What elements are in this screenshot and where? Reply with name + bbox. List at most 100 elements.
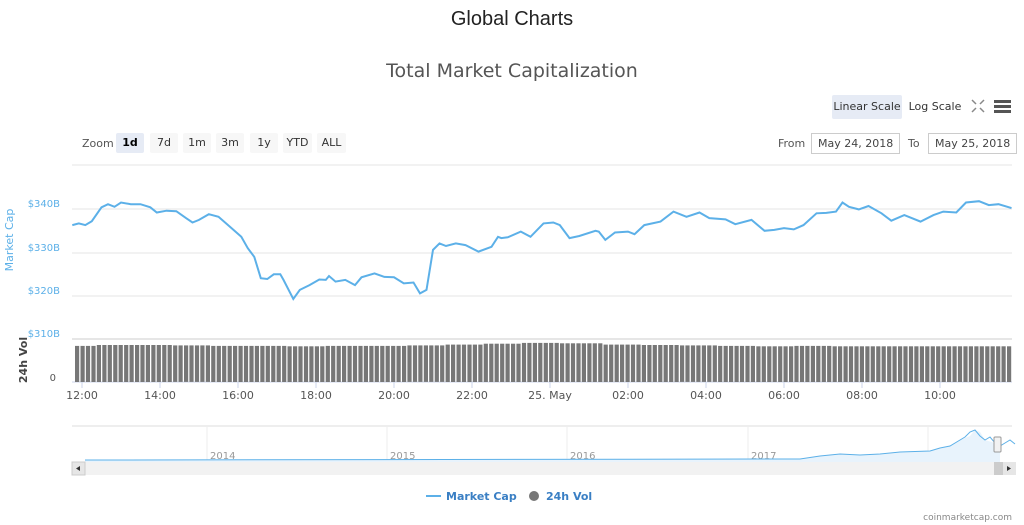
volume-bar: [799, 345, 805, 382]
scrollbar-track[interactable]: [72, 462, 1012, 475]
fullscreen-icon[interactable]: [970, 98, 986, 114]
volume-bar: [696, 345, 701, 382]
volume-bar: [156, 345, 161, 382]
credit-link[interactable]: coinmarketcap.com: [923, 513, 1012, 523]
volume-bar: [587, 343, 592, 382]
zoom-all-button[interactable]: ALL: [317, 133, 346, 153]
volume-bar: [320, 346, 325, 382]
volume-bar: [478, 344, 483, 382]
navigator[interactable]: 2014 2015 2016 2017 2018: [71, 425, 1016, 476]
volume-bar: [194, 345, 200, 382]
volume-bar: [990, 346, 995, 382]
volume-bar: [227, 345, 232, 382]
volume-bar: [260, 345, 265, 382]
volume-bar: [173, 345, 178, 382]
volume-bar: [663, 345, 668, 382]
zoom-7d-button[interactable]: 7d: [150, 133, 178, 153]
linear-scale-button[interactable]: Linear Scale: [832, 95, 902, 119]
volume-bar: [358, 345, 363, 382]
volume-bar: [887, 346, 892, 382]
legend-label: Market Cap: [446, 490, 517, 503]
zoom-1m-button[interactable]: 1m: [183, 133, 211, 153]
volume-bar: [625, 344, 630, 382]
volume-bar: [957, 346, 963, 382]
volume-bar: [135, 345, 140, 382]
volume-bar: [985, 346, 990, 382]
legend-circle-icon: [529, 491, 539, 501]
zoom-1d-button[interactable]: 1d: [116, 133, 144, 153]
volume-bar: [331, 345, 336, 382]
volume-bar: [718, 345, 723, 382]
vol-axis-title: 24h Vol: [17, 337, 30, 383]
arrow-left-icon: [76, 466, 80, 471]
volume-bar: [941, 346, 946, 382]
x-tick-label: 02:00: [612, 389, 644, 402]
volume-bar: [636, 344, 641, 382]
volume-bar: [876, 346, 881, 382]
volume-bar: [581, 343, 586, 382]
volume-bar: [489, 343, 494, 382]
volume-bar: [821, 345, 826, 382]
volume-bar: [827, 345, 832, 382]
navigator-tick: 2017: [751, 451, 776, 462]
volume-bar: [124, 345, 129, 382]
volume-bar: [707, 345, 712, 382]
volume-bar: [145, 345, 150, 382]
zoom-1y-button[interactable]: 1y: [250, 133, 278, 153]
volume-bar: [162, 345, 167, 382]
from-date-input[interactable]: May 24, 2018: [811, 133, 901, 154]
volume-bar: [936, 346, 941, 382]
volume-bar: [914, 346, 919, 382]
volume-bar: [222, 345, 227, 382]
volume-bar: [271, 345, 276, 382]
volume-bar: [968, 346, 973, 382]
x-tick-label: 22:00: [456, 389, 488, 402]
volume-bar: [347, 345, 352, 382]
volume-bar: [254, 345, 259, 382]
volume-bar: [102, 345, 107, 382]
volume-bar: [380, 345, 385, 382]
volume-bar: [652, 345, 657, 382]
volume-bar: [418, 345, 423, 382]
volume-bar: [669, 345, 674, 382]
volume-bar: [363, 345, 368, 382]
volume-bar: [521, 342, 527, 382]
volume-bar: [96, 345, 101, 382]
volume-bar: [745, 345, 750, 382]
x-tick-label: 08:00: [846, 389, 878, 402]
volume-bar: [118, 345, 123, 382]
volume-bar: [979, 346, 984, 382]
volume-bar: [832, 346, 837, 382]
volume-bar: [712, 345, 717, 382]
volume-bar: [576, 343, 581, 382]
volume-bar: [303, 346, 309, 382]
scrollbar-thumb[interactable]: [994, 462, 1004, 475]
x-tick-label: 10:00: [924, 389, 956, 402]
menu-icon[interactable]: [994, 98, 1012, 114]
zoom-label: Zoom: [82, 137, 114, 150]
volume-bar: [843, 346, 848, 382]
to-date-input[interactable]: May 25, 2018: [928, 133, 1018, 154]
zoom-3m-button[interactable]: 3m: [216, 133, 244, 153]
volume-bar: [750, 345, 755, 382]
volume-bar: [554, 342, 559, 382]
x-tick-label: 18:00: [300, 389, 332, 402]
legend-item-market-cap[interactable]: Market Cap: [426, 490, 517, 503]
navigator-area: [85, 430, 1000, 462]
navigator-handle[interactable]: [993, 436, 1002, 453]
legend-item-24h-vol[interactable]: 24h Vol: [529, 490, 592, 503]
log-scale-button[interactable]: Log Scale: [908, 100, 962, 113]
volume-bar: [930, 346, 935, 382]
volume-bar: [205, 345, 210, 382]
zoom-ytd-button[interactable]: YTD: [283, 133, 312, 153]
navigator-tick: 2015: [390, 451, 415, 462]
volume-bar: [200, 345, 205, 382]
volume-bar: [870, 346, 875, 382]
volume-bar: [767, 346, 772, 382]
volume-bar: [816, 345, 821, 382]
navigator-tick: 2016: [570, 451, 595, 462]
volume-bar: [592, 343, 597, 382]
volume-bar: [342, 345, 347, 382]
volume-bar: [838, 346, 843, 382]
volume-bar: [772, 346, 777, 382]
